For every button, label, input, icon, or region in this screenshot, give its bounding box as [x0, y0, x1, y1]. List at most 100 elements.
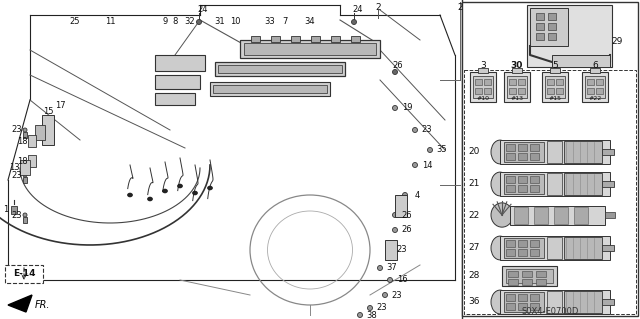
- Bar: [508, 279, 518, 285]
- Text: 17: 17: [54, 100, 65, 109]
- Bar: [155, 75, 200, 89]
- Text: 32: 32: [185, 18, 195, 26]
- Bar: [42, 115, 54, 145]
- Bar: [478, 68, 488, 73]
- Text: 6: 6: [592, 62, 598, 70]
- Bar: [5, 265, 43, 283]
- Ellipse shape: [413, 128, 417, 132]
- Text: 15: 15: [43, 108, 53, 116]
- Text: 22: 22: [468, 211, 479, 219]
- Bar: [564, 173, 602, 195]
- Text: 24: 24: [353, 5, 364, 14]
- Bar: [514, 207, 528, 224]
- Bar: [470, 72, 496, 102]
- Bar: [554, 207, 568, 224]
- Bar: [11, 206, 17, 214]
- Bar: [475, 88, 482, 94]
- Text: 8: 8: [172, 18, 178, 26]
- Text: 23: 23: [392, 291, 403, 300]
- Text: 35: 35: [436, 145, 447, 154]
- Text: 16: 16: [397, 276, 407, 285]
- Bar: [28, 155, 36, 167]
- Bar: [552, 55, 610, 67]
- Text: 10: 10: [230, 18, 240, 26]
- Text: 14: 14: [422, 160, 432, 169]
- Bar: [395, 195, 407, 217]
- Bar: [582, 72, 608, 102]
- Ellipse shape: [403, 192, 408, 197]
- Text: 19: 19: [402, 103, 412, 113]
- Bar: [504, 292, 544, 312]
- Bar: [28, 135, 36, 147]
- Bar: [574, 207, 588, 224]
- Bar: [500, 290, 610, 314]
- Text: S0X4-E0700D: S0X4-E0700D: [522, 308, 579, 316]
- Bar: [213, 85, 327, 93]
- Bar: [506, 185, 515, 192]
- Bar: [587, 79, 594, 85]
- Text: 26: 26: [402, 226, 412, 234]
- Text: 30: 30: [511, 62, 523, 70]
- Bar: [507, 76, 527, 98]
- Bar: [536, 33, 544, 40]
- Text: 18: 18: [17, 157, 28, 166]
- Bar: [351, 36, 360, 42]
- Text: 23: 23: [12, 125, 22, 135]
- Bar: [331, 36, 340, 42]
- Text: 24: 24: [198, 5, 208, 14]
- Bar: [504, 72, 530, 102]
- Bar: [518, 176, 527, 183]
- Bar: [547, 237, 562, 259]
- Ellipse shape: [491, 140, 509, 164]
- Bar: [564, 141, 602, 163]
- Bar: [548, 33, 556, 40]
- Text: 11: 11: [105, 18, 115, 26]
- Text: 9: 9: [163, 18, 168, 26]
- Bar: [506, 176, 515, 183]
- Bar: [464, 70, 636, 314]
- Bar: [530, 294, 539, 301]
- Bar: [534, 207, 548, 224]
- Text: 5: 5: [552, 62, 558, 70]
- Bar: [536, 279, 546, 285]
- Polygon shape: [8, 295, 32, 312]
- Text: 25: 25: [70, 18, 80, 26]
- Ellipse shape: [392, 70, 397, 75]
- Bar: [23, 217, 27, 223]
- Bar: [536, 13, 544, 20]
- Bar: [602, 181, 614, 187]
- Text: 26: 26: [402, 211, 412, 219]
- Ellipse shape: [387, 248, 392, 253]
- Text: #22: #22: [588, 97, 602, 101]
- Ellipse shape: [413, 162, 417, 167]
- Ellipse shape: [491, 172, 509, 196]
- Ellipse shape: [351, 19, 356, 25]
- Text: 18: 18: [17, 137, 28, 145]
- Bar: [596, 88, 603, 94]
- Bar: [35, 125, 45, 140]
- Bar: [502, 266, 557, 286]
- Bar: [504, 238, 544, 258]
- Bar: [218, 65, 342, 73]
- Bar: [585, 76, 605, 98]
- Text: 21: 21: [468, 180, 480, 189]
- Text: 28: 28: [468, 271, 480, 280]
- Bar: [530, 8, 568, 46]
- Bar: [484, 79, 491, 85]
- Ellipse shape: [392, 227, 397, 233]
- Ellipse shape: [163, 189, 168, 193]
- Bar: [475, 79, 482, 85]
- Bar: [155, 55, 205, 71]
- Text: #15: #15: [548, 97, 561, 101]
- Ellipse shape: [491, 203, 513, 227]
- Ellipse shape: [23, 173, 27, 177]
- Bar: [504, 142, 544, 162]
- Bar: [602, 245, 614, 251]
- Ellipse shape: [428, 147, 433, 152]
- Text: 1: 1: [3, 205, 8, 214]
- Bar: [500, 140, 610, 164]
- Bar: [473, 76, 493, 98]
- Bar: [271, 36, 280, 42]
- Text: E-14: E-14: [13, 270, 35, 278]
- Bar: [506, 249, 515, 256]
